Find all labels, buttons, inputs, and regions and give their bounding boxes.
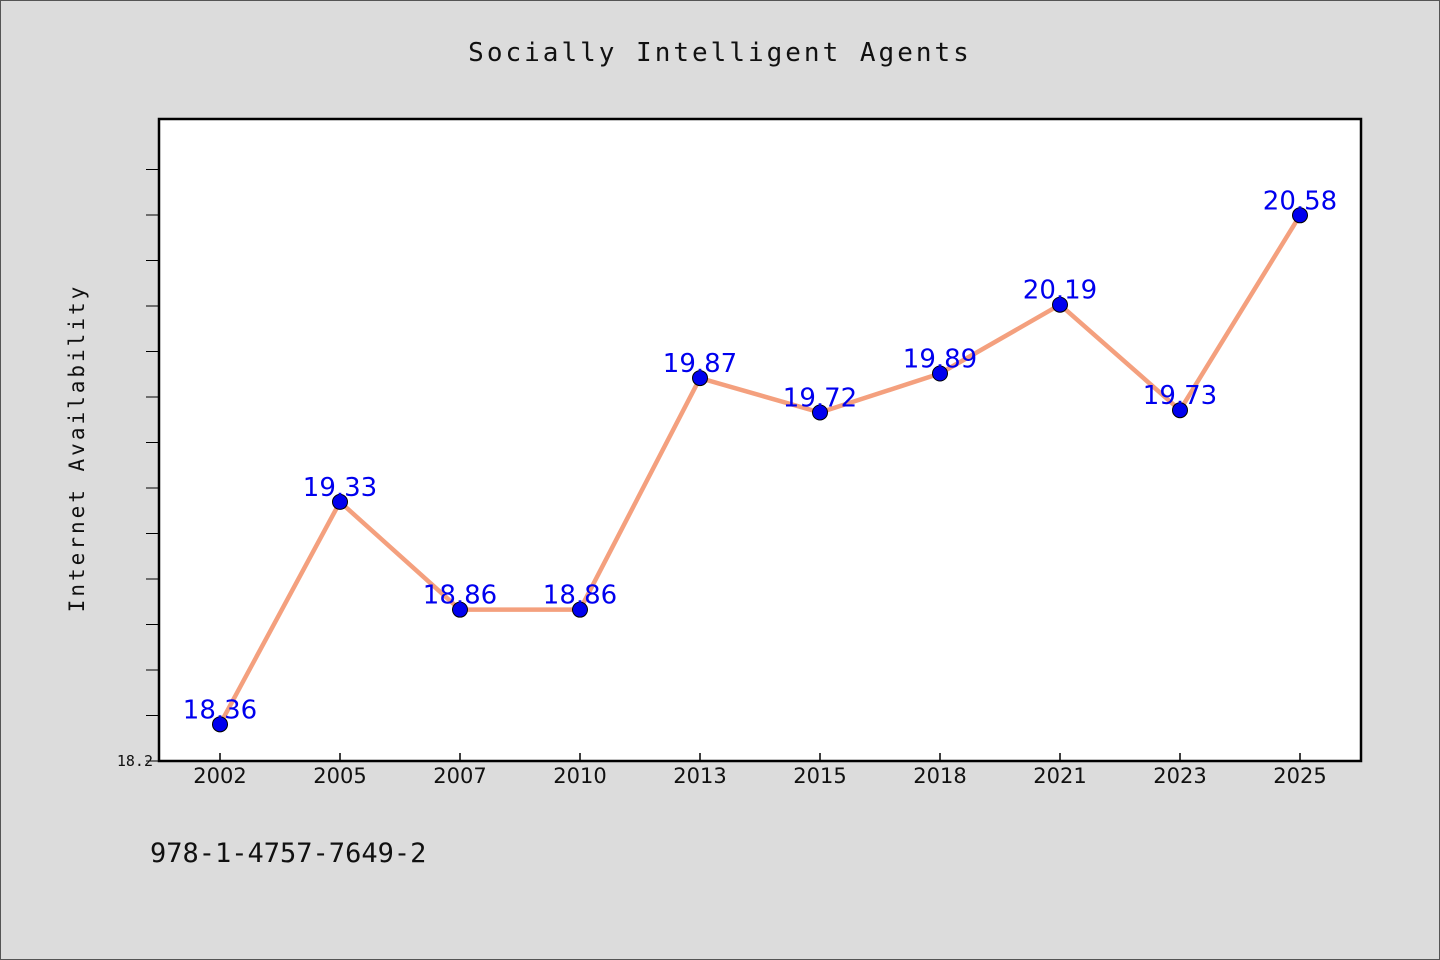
x-tick-label: 2018 <box>913 764 966 788</box>
data-label: 19.33 <box>303 473 377 503</box>
data-markers <box>212 207 1308 733</box>
data-label: 19.72 <box>783 383 857 413</box>
x-tick-label: 2010 <box>553 764 606 788</box>
data-label: 19.89 <box>903 345 977 375</box>
x-tick-label: 2023 <box>1153 764 1206 788</box>
y-axis-ticks <box>146 169 159 762</box>
x-tick-label: 2015 <box>793 764 846 788</box>
x-axis-ticks: 2002 2005 2007 2010 2013 2015 2018 2021 2023 2025 <box>193 753 1327 788</box>
x-tick-label: 2013 <box>673 764 726 788</box>
x-tick-label: 2021 <box>1033 764 1086 788</box>
isbn-footer: 978-1-4757-7649-2 <box>150 838 426 869</box>
data-point <box>572 601 588 618</box>
x-tick-label: 2007 <box>433 764 486 788</box>
data-labels: 18.36 19.33 18.86 18.86 19.87 19.72 19.89 20.19… <box>183 186 1337 725</box>
data-point <box>1172 402 1188 419</box>
data-label: 18.86 <box>423 581 497 611</box>
data-point <box>212 716 228 733</box>
data-label: 18.36 <box>183 695 257 725</box>
y-tick-label: 18.2 <box>117 752 153 770</box>
chart-title: Socially Intelligent Agents <box>468 38 972 68</box>
x-tick-label: 2005 <box>313 764 366 788</box>
data-label: 20.19 <box>1023 276 1097 306</box>
y-axis-label: Internet Availability <box>65 284 89 613</box>
data-label: 18.86 <box>543 581 617 611</box>
data-point <box>452 601 468 618</box>
data-point <box>1292 207 1308 224</box>
data-point <box>1052 296 1068 313</box>
data-label: 20.58 <box>1263 186 1337 216</box>
plot-area <box>157 117 1363 763</box>
data-label: 19.73 <box>1143 381 1217 411</box>
series-line <box>218 214 1302 726</box>
x-tick-label: 2002 <box>193 764 246 788</box>
x-tick-label: 2025 <box>1273 764 1326 788</box>
data-point <box>332 493 348 510</box>
data-label: 19.87 <box>663 349 737 379</box>
data-point <box>932 365 948 382</box>
data-point <box>812 404 828 421</box>
data-point <box>692 370 708 387</box>
